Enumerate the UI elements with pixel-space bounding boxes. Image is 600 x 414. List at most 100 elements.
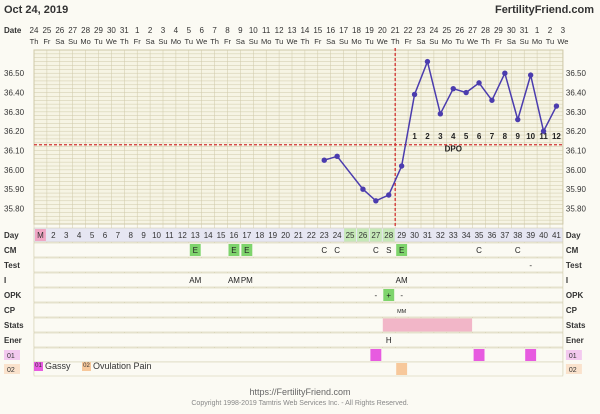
row-label-right: Day — [566, 231, 581, 240]
cm-entry: E — [244, 246, 249, 255]
row-label-left: Test — [4, 261, 20, 270]
detail-row — [33, 287, 564, 303]
date-label: 12 — [275, 26, 284, 35]
row-label-right: OPK — [566, 291, 584, 300]
date-label: 30 — [107, 26, 116, 35]
date-row-label: Date — [4, 26, 22, 35]
row-code-swatch — [565, 350, 582, 360]
weekday-label: Tu — [455, 37, 463, 46]
temperature-point — [398, 163, 405, 169]
date-label: 25 — [442, 26, 451, 35]
date-label: 27 — [68, 26, 77, 35]
cycle-day-number: 28 — [384, 231, 393, 240]
date-label: 15 — [313, 26, 322, 35]
y-tick-right: 36.00 — [566, 166, 587, 175]
cm-entry: S — [386, 246, 391, 255]
date-label: 20 — [378, 26, 387, 35]
temperature-point — [527, 72, 534, 78]
dpo-number: 2 — [425, 132, 430, 141]
cycle-day-number: 6 — [103, 231, 108, 240]
intercourse-entry: PM — [241, 276, 253, 285]
menstruation-cell — [35, 229, 46, 241]
date-label: 14 — [300, 26, 309, 35]
temperature-point — [450, 85, 456, 92]
weekday-label: We — [196, 37, 207, 46]
cycle-day-number: 15 — [217, 231, 226, 240]
weekday-label: Tu — [94, 37, 102, 46]
y-tick-left: 36.40 — [4, 89, 25, 98]
detail-row — [33, 317, 564, 333]
dpo-number: 4 — [451, 132, 456, 141]
footer-url[interactable]: https://FertilityFriend.com — [249, 387, 351, 397]
weekday-label: Su — [520, 37, 529, 46]
weekday-label: Mo — [442, 37, 452, 46]
cycle-day-number: 17 — [242, 231, 251, 240]
dpo-number: 8 — [503, 132, 508, 141]
weekday-label: Mo — [171, 37, 181, 46]
cycle-day-number: 32 — [436, 231, 445, 240]
row-label-right: CP — [566, 306, 578, 315]
row-label-left: Ener — [4, 336, 22, 345]
cycle-day-number: M — [37, 231, 44, 240]
cycle-day-number: 8 — [129, 231, 134, 240]
cycle-day-number: 5 — [90, 231, 95, 240]
weekday-label: We — [286, 37, 297, 46]
site-name[interactable]: FertilityFriend.com — [494, 4, 594, 16]
weekday-label: Mo — [261, 37, 271, 46]
temperature-point — [476, 80, 482, 86]
fertile-cell — [357, 228, 369, 242]
opk-entry: - — [400, 291, 403, 300]
weekday-label: We — [377, 37, 388, 46]
cp-entry: MM — [397, 309, 407, 315]
detail-row — [33, 332, 564, 348]
y-tick-right: 36.30 — [566, 108, 587, 117]
intercourse-entry: AM — [189, 276, 201, 285]
row-label-right: 01 — [569, 353, 577, 360]
energy-entry: H — [386, 336, 392, 345]
legend-item-ovulation-pain: 02 Ovulation Pain — [82, 361, 152, 372]
date-label: 1 — [535, 26, 540, 35]
row-label-left: Day — [4, 231, 19, 240]
footer-copyright: Copyright 1998-2019 Tamtris Web Services… — [191, 400, 409, 407]
row01-marker — [370, 349, 382, 361]
weekday-label: Fr — [134, 37, 142, 46]
cycle-day-number: 24 — [333, 231, 342, 240]
cycle-day-number: 26 — [358, 231, 367, 240]
cm-entry-bg — [189, 244, 201, 256]
dpo-number: 10 — [526, 132, 535, 141]
date-label: 28 — [81, 26, 90, 35]
cycle-day-number: 2 — [51, 231, 56, 240]
legend-label-gassy: Gassy — [45, 361, 71, 371]
y-tick-left: 35.90 — [4, 185, 25, 194]
cm-entry: C — [321, 246, 327, 255]
cm-entry-bg — [241, 244, 253, 256]
dpo-number: 5 — [464, 132, 469, 141]
cycle-day-number: 25 — [346, 231, 355, 240]
date-label: 10 — [249, 26, 258, 35]
date-label: 8 — [225, 26, 230, 35]
weekday-label: Sa — [507, 37, 517, 46]
cycle-day-number: 35 — [475, 231, 484, 240]
cycle-day-number: 3 — [64, 231, 69, 240]
cycle-day-number: 21 — [294, 231, 303, 240]
weekday-label: Tu — [546, 37, 554, 46]
weekday-label: Sa — [55, 37, 65, 46]
opk-entry-bg — [383, 289, 395, 301]
row-code-swatch — [4, 364, 20, 374]
row-label-left: OPK — [4, 291, 22, 300]
cycle-day-number: 40 — [539, 231, 548, 240]
cm-entry-bg — [396, 244, 408, 256]
date-label: 24 — [30, 26, 39, 35]
fertile-cell — [369, 228, 382, 242]
cycle-day-number: 10 — [152, 231, 161, 240]
dpo-number: 1 — [412, 132, 417, 141]
temperature-point — [386, 192, 392, 198]
weekday-label: Mo — [80, 37, 90, 46]
date-label: 28 — [481, 26, 490, 35]
weekday-label: Fr — [495, 37, 503, 46]
row-label-right: CM — [566, 246, 579, 255]
cycle-day-number: 20 — [281, 231, 290, 240]
dpo-number: 9 — [516, 132, 521, 141]
detail-row — [33, 242, 564, 258]
